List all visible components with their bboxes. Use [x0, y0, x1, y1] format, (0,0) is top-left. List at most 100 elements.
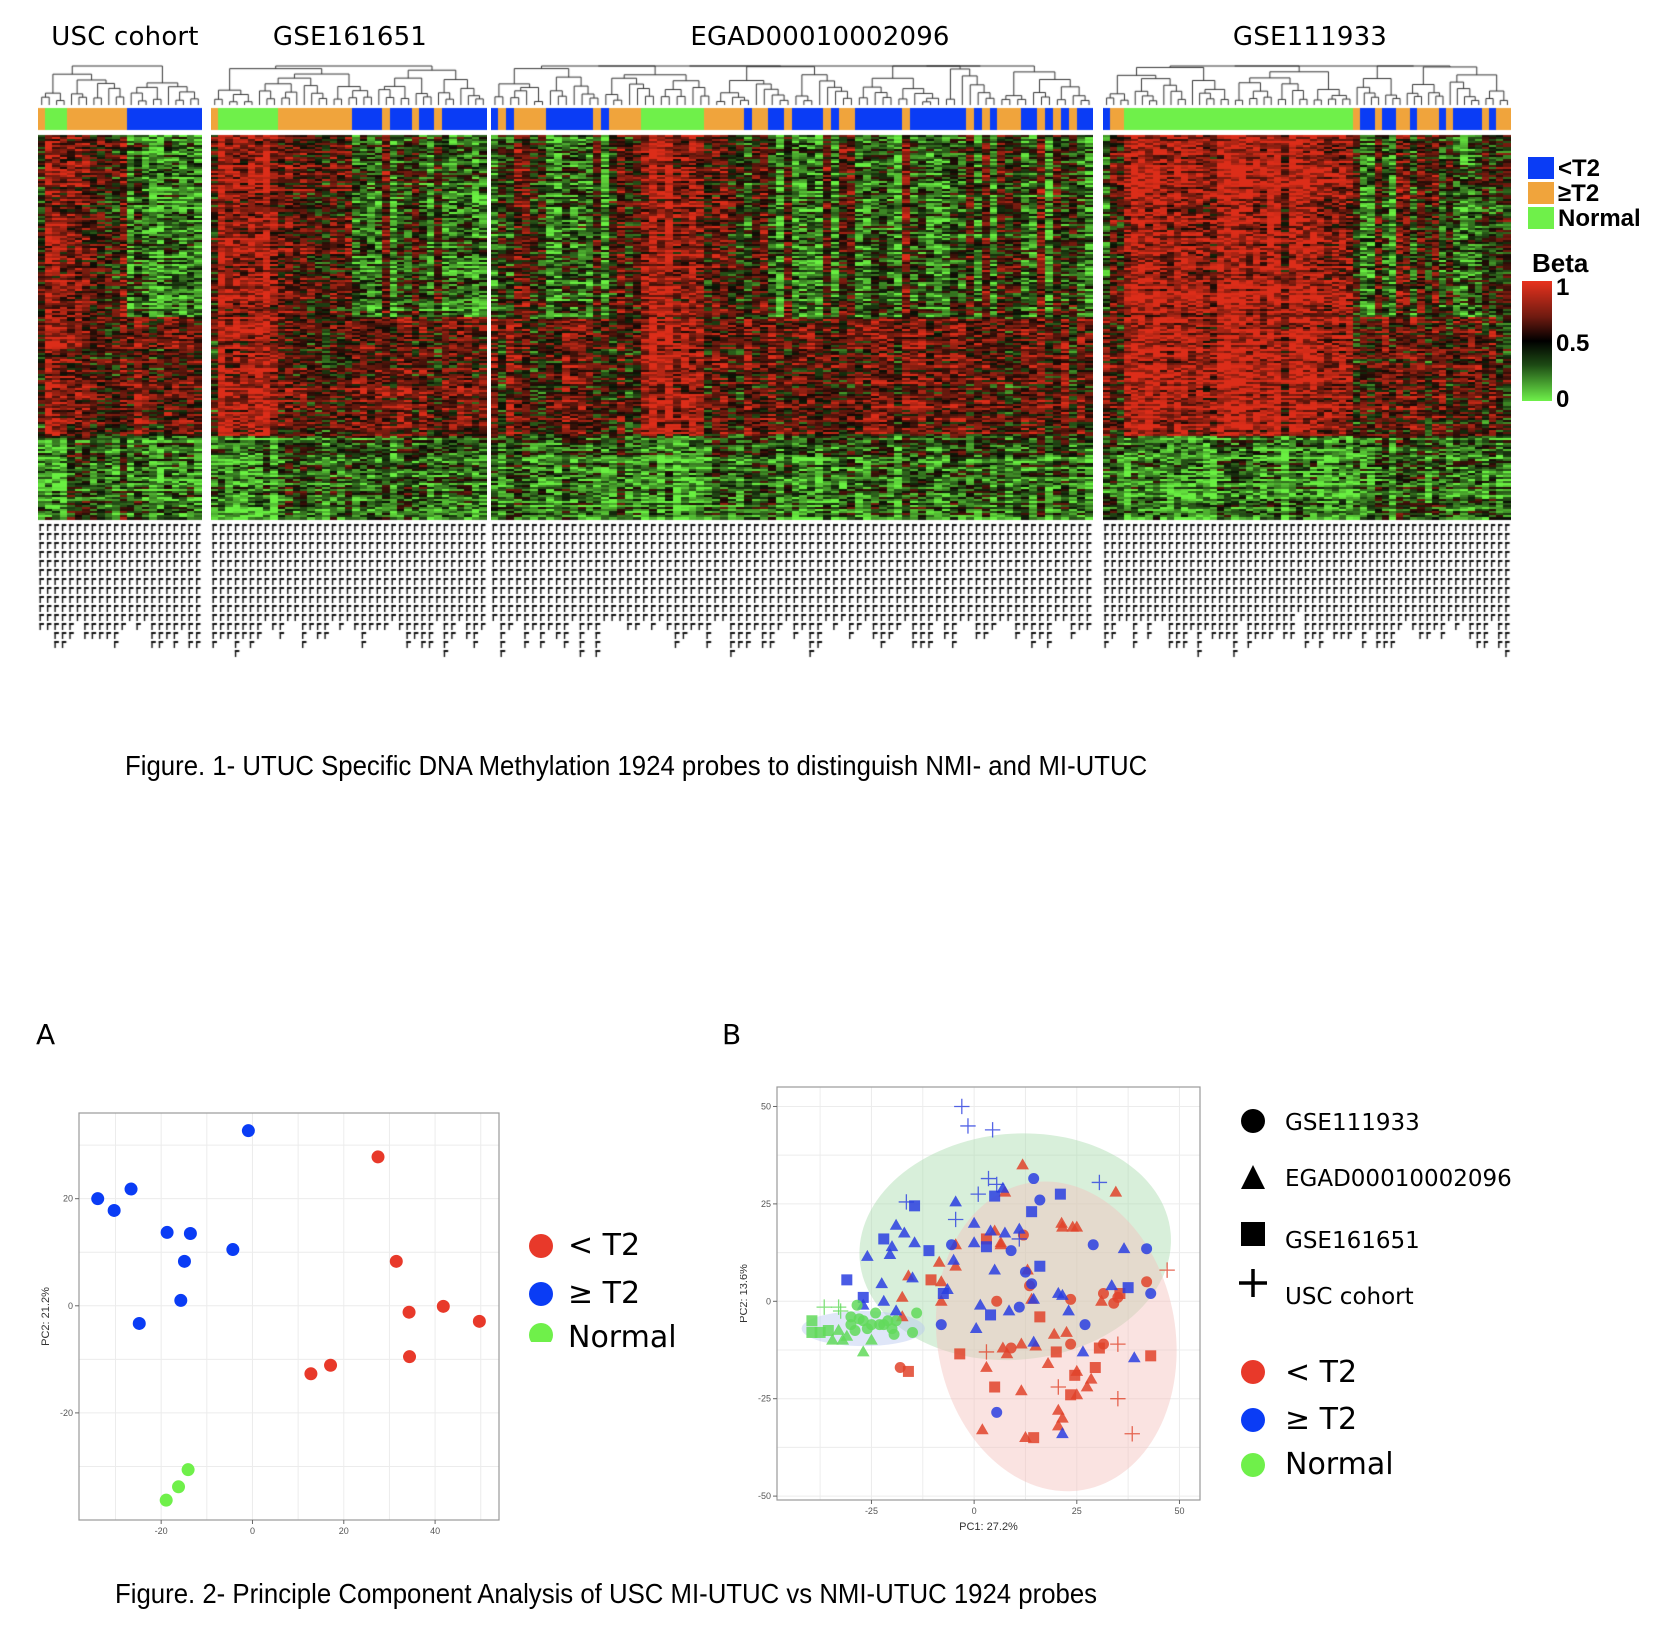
data-point-circle: [890, 1315, 902, 1327]
data-point-circle: [935, 1319, 947, 1331]
data-point-triangle: [1109, 1185, 1123, 1197]
data-point-triangle: [1127, 1351, 1141, 1363]
data-point-triangle: [1070, 1220, 1084, 1232]
data-point-circle: [226, 1243, 240, 1257]
data-point-triangle: [877, 1294, 891, 1306]
data-point-square: [954, 1348, 966, 1360]
data-point-triangle: [1056, 1288, 1069, 1300]
y-tick-label: -25: [758, 1394, 771, 1404]
data-point-circle: [1013, 1301, 1025, 1313]
data-point-circle: [1141, 1276, 1153, 1288]
data-point-circle: [845, 1311, 857, 1323]
colorbar-gradient: [1522, 281, 1552, 401]
pca-b-color-legend: [1241, 1360, 1265, 1477]
figure-1-caption: Figure. 1- UTUC Specific DNA Methylation…: [125, 750, 1148, 781]
y-tick-label: 0: [766, 1296, 771, 1306]
data-point-square: [985, 1309, 997, 1321]
data-point-circle: [402, 1305, 416, 1319]
data-point-triangle: [1015, 1337, 1028, 1349]
data-point-triangle: [934, 1275, 948, 1287]
y-tick-label: 25: [761, 1199, 771, 1209]
colorbar-tick-0-5: 0.5: [1556, 330, 1590, 357]
colorbar-tick-0: 0: [1556, 386, 1570, 413]
data-point-triangle: [1027, 1292, 1040, 1304]
data-point-circle: [304, 1367, 318, 1381]
data-point-plus: [830, 1299, 847, 1315]
data-point-circle: [132, 1316, 146, 1330]
data-point-plus: [970, 1186, 986, 1202]
legend-dot-ge-t2: [1241, 1408, 1265, 1432]
data-point-triangle: [1016, 1158, 1029, 1170]
data-point-triangle: [1056, 1411, 1069, 1423]
data-point-square: [1065, 1389, 1077, 1401]
data-point-square: [1089, 1362, 1101, 1374]
legend-dot-normal: [529, 1323, 553, 1342]
data-point-square: [841, 1274, 853, 1286]
data-point-plus: [1011, 1231, 1028, 1247]
data-point-square: [1028, 1432, 1040, 1444]
data-point-triangle: [1076, 1345, 1090, 1357]
data-point-triangle: [994, 1238, 1008, 1250]
data-point-square: [1122, 1282, 1134, 1294]
data-point-circle: [371, 1150, 385, 1164]
data-point-square: [925, 1274, 937, 1286]
legend-swatch-lt-t2: [1528, 157, 1554, 179]
data-point-plus: [1110, 1390, 1126, 1407]
legend-label-lt-t2: < T2: [568, 1228, 641, 1263]
data-point-triangle: [1105, 1279, 1119, 1291]
data-point-triangle: [949, 1259, 962, 1271]
data-point-triangle: [1056, 1220, 1069, 1232]
data-point-circle: [160, 1225, 174, 1239]
data-point-triangle: [865, 1333, 878, 1345]
data-point-circle: [991, 1406, 1003, 1418]
heatmap-usc-cohort: [38, 60, 202, 710]
data-point-circle: [1005, 1245, 1017, 1257]
data-point-square: [1114, 1288, 1126, 1299]
data-point-circle: [183, 1226, 197, 1240]
heatmap-egad00010002096: [491, 60, 1093, 710]
data-point-circle: [1079, 1319, 1091, 1331]
y-tick-label: 50: [761, 1101, 771, 1111]
legend-shape-plus-icon: [1239, 1269, 1267, 1297]
data-point-plus: [816, 1299, 832, 1315]
plot-background: [79, 1113, 499, 1520]
x-tick-label: -25: [865, 1506, 878, 1516]
data-point-triangle: [996, 1181, 1010, 1193]
data-point-triangle: [1080, 1380, 1094, 1392]
data-point-square: [989, 1190, 1001, 1202]
data-point-circle: [177, 1254, 191, 1268]
data-point-circle: [181, 1463, 195, 1477]
legend-dot-lt-t2: [1241, 1360, 1265, 1384]
plot-frame: [78, 1112, 500, 1521]
data-point-triangle: [1000, 1347, 1014, 1359]
data-point-circle: [991, 1295, 1003, 1307]
data-point-circle: [888, 1328, 900, 1340]
data-point-plus: [984, 1122, 1001, 1138]
data-point-circle: [849, 1325, 861, 1337]
data-point-plus: [1124, 1426, 1140, 1442]
cohort-title-gse111933: GSE111933: [1232, 22, 1388, 52]
legend-label-lt-t2: <T2: [1558, 155, 1601, 182]
legend-label-normal: Normal: [1285, 1447, 1394, 1482]
data-point-triangle: [897, 1226, 911, 1238]
data-point-square: [909, 1200, 921, 1212]
data-point-triangle: [861, 1249, 874, 1261]
data-point-triangle: [1070, 1388, 1084, 1400]
data-point-triangle: [967, 1216, 981, 1228]
data-point-circle: [1034, 1194, 1046, 1206]
cohort-title-gse161651: GSE161651: [272, 22, 428, 52]
data-point-square: [1034, 1260, 1046, 1272]
data-point-square: [902, 1365, 914, 1377]
data-point-square: [1034, 1311, 1046, 1323]
colorbar-tick-1: 1: [1556, 274, 1570, 301]
data-point-circle: [107, 1203, 121, 1217]
cohort-title-usc: USC cohort: [51, 22, 199, 52]
data-point-circle: [436, 1299, 450, 1313]
legend-swatch-ge-t2: [1528, 182, 1554, 204]
legend-swatch-normal: [1528, 207, 1554, 229]
legend-label-normal: Normal: [1558, 205, 1641, 232]
data-point-circle: [91, 1192, 105, 1206]
data-point-triangle: [889, 1218, 903, 1230]
data-point-triangle: [1051, 1403, 1065, 1415]
x-tick-label: 25: [1072, 1506, 1082, 1516]
